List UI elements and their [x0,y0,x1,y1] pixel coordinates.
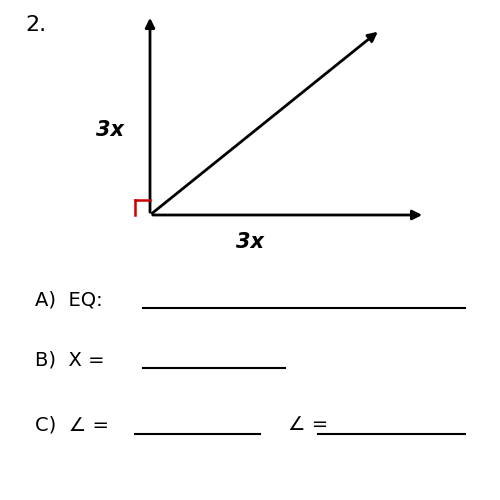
Text: 2.: 2. [25,15,46,35]
Text: B)  X =: B) X = [35,350,104,370]
Text: 3x: 3x [96,120,124,140]
Text: ∠ =: ∠ = [288,416,328,434]
Text: 3x: 3x [236,232,264,252]
Text: C)  ∠ =: C) ∠ = [35,416,109,434]
Text: A)  EQ:: A) EQ: [35,290,102,310]
